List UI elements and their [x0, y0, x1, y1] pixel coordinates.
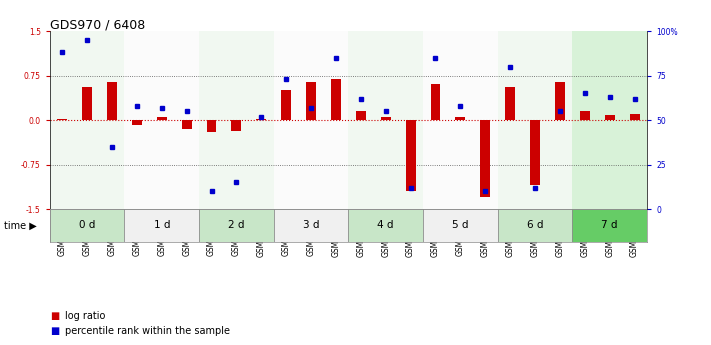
Bar	[124, 209, 199, 242]
Bar	[356, 111, 366, 120]
Bar	[605, 115, 615, 120]
Bar	[572, 209, 647, 242]
Text: GDS970 / 6408: GDS970 / 6408	[50, 18, 145, 31]
Bar	[423, 209, 498, 242]
Bar	[57, 119, 68, 120]
Bar	[274, 209, 348, 242]
Text: 0 d: 0 d	[79, 220, 95, 230]
Text: time ▶: time ▶	[4, 220, 36, 230]
Bar	[498, 31, 572, 209]
Bar	[207, 120, 217, 132]
Bar	[124, 31, 199, 209]
Text: 4 d: 4 d	[378, 220, 394, 230]
Bar	[50, 31, 124, 209]
Bar	[282, 90, 292, 120]
Bar	[199, 209, 274, 242]
Text: 1 d: 1 d	[154, 220, 170, 230]
Bar	[182, 120, 192, 129]
Bar	[381, 117, 391, 120]
Bar	[423, 31, 498, 209]
Text: ■: ■	[50, 311, 59, 321]
Bar	[555, 81, 565, 120]
Bar	[232, 120, 242, 131]
Text: 2 d: 2 d	[228, 220, 245, 230]
Text: 5 d: 5 d	[452, 220, 469, 230]
Bar	[506, 87, 515, 120]
Bar	[199, 31, 274, 209]
Bar	[82, 87, 92, 120]
Bar	[348, 31, 423, 209]
Bar	[132, 120, 142, 125]
Text: ■: ■	[50, 326, 59, 336]
Bar	[348, 209, 423, 242]
Bar	[274, 31, 348, 209]
Bar	[257, 119, 267, 120]
Text: 6 d: 6 d	[527, 220, 543, 230]
Bar	[630, 114, 640, 120]
Bar	[50, 209, 124, 242]
Bar	[498, 209, 572, 242]
Bar	[431, 85, 441, 120]
Bar	[107, 81, 117, 120]
Bar	[406, 120, 416, 191]
Bar	[306, 81, 316, 120]
Bar	[580, 111, 590, 120]
Text: log ratio: log ratio	[65, 311, 106, 321]
Text: 7 d: 7 d	[602, 220, 618, 230]
Bar	[331, 79, 341, 120]
Bar	[456, 117, 466, 120]
Text: 3 d: 3 d	[303, 220, 319, 230]
Bar	[481, 120, 491, 197]
Bar	[572, 31, 647, 209]
Bar	[530, 120, 540, 185]
Text: percentile rank within the sample: percentile rank within the sample	[65, 326, 230, 336]
Bar	[157, 117, 167, 120]
